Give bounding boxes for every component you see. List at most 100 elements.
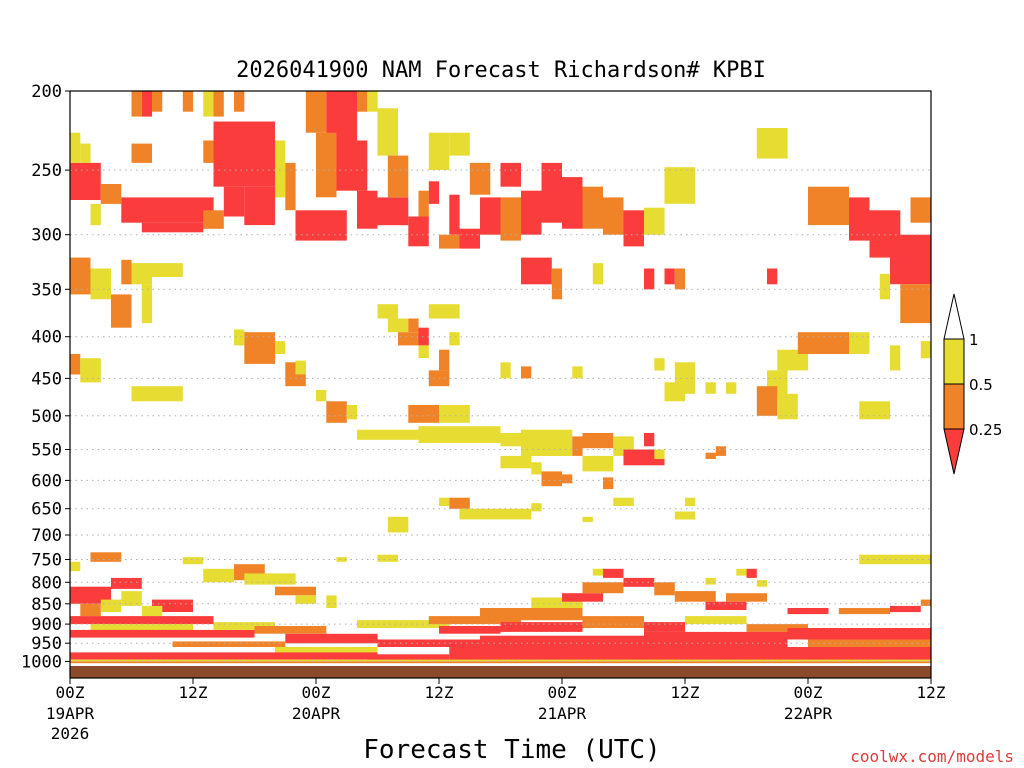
ri-cell-yellow	[777, 393, 798, 420]
ri-cell-orange	[746, 624, 808, 632]
ri-cell-yellow	[705, 577, 716, 585]
ri-cell-orange	[326, 401, 347, 423]
x-axis-label: Forecast Time (UTC)	[363, 735, 660, 765]
ri-cell-yellow	[182, 557, 204, 565]
ri-cell-orange	[582, 433, 614, 449]
ri-cell-yellow	[439, 405, 470, 423]
ri-cell-yellow	[336, 557, 347, 562]
x-tick-label-0: 00Z	[56, 683, 85, 702]
y-tick-label-450: 450	[31, 369, 62, 389]
ri-cell-yellow	[357, 620, 450, 628]
ri-cell-orange	[715, 446, 727, 456]
ri-cell-yellow	[726, 382, 737, 394]
ri-cell-orange	[70, 257, 91, 295]
ri-cell-red	[449, 194, 460, 235]
ri-cell-orange	[500, 197, 521, 241]
colorbar-label-0: 1	[969, 331, 979, 349]
ri-cell-yellow	[531, 597, 583, 608]
ri-cell-orange	[131, 143, 152, 163]
x-tick-label-7: 12Z	[917, 683, 946, 702]
y-tick-label-600: 600	[31, 471, 62, 491]
ri-cell-yellow	[90, 624, 193, 630]
ri-cell-orange	[275, 586, 316, 596]
ri-cell-yellow	[203, 568, 235, 583]
colorbar-bin-orange	[943, 383, 965, 430]
ri-cell-yellow	[131, 263, 152, 285]
ri-cell-red	[367, 654, 450, 661]
ri-cell-orange	[182, 91, 194, 112]
y-axis: 200 250 300 350 400 450 500 550 600 650 700 7508008…	[21, 82, 70, 672]
y-tick-label-900: 900	[31, 615, 62, 635]
ri-cell-yellow	[275, 341, 286, 354]
ri-cell-orange	[131, 91, 142, 117]
ri-cell-red	[336, 140, 368, 191]
ri-cell-orange	[603, 197, 624, 235]
ri-cell-red	[562, 177, 583, 229]
credit-text: coolwx.com/models	[850, 747, 1014, 766]
ri-cell-yellow	[685, 497, 696, 506]
ri-cell-yellow	[459, 508, 532, 520]
ri-cell-red	[500, 162, 521, 187]
ri-cell-yellow	[346, 405, 358, 420]
ri-cell-orange	[603, 477, 614, 490]
ri-cell-orange	[449, 497, 470, 509]
ri-cell-yellow	[213, 622, 275, 630]
ri-cell-orange	[244, 332, 276, 364]
colorbar-label-1: 0.5	[969, 376, 993, 394]
x-tick-year-0: 2026	[51, 724, 90, 743]
ri-cell-yellow	[295, 360, 306, 375]
ri-cell-orange	[203, 210, 224, 229]
ri-cell-orange	[357, 91, 368, 112]
ri-cell-orange	[254, 626, 327, 634]
ground-strip	[70, 666, 931, 678]
ri-cell-red	[623, 449, 665, 466]
ri-cell-yellow	[685, 616, 747, 625]
y-tick-label-650: 650	[31, 500, 62, 520]
ri-cell-orange	[920, 599, 932, 606]
colorbar-top-arrow	[943, 293, 965, 340]
x-tick-label-3: 12Z	[425, 683, 454, 702]
ri-cell-orange	[70, 661, 931, 664]
ri-cell-red	[121, 197, 214, 223]
ri-cell-yellow	[326, 595, 337, 608]
ri-cell-red	[541, 162, 562, 223]
x-tick-label-5: 12Z	[671, 683, 700, 702]
ri-cell-red	[705, 601, 747, 610]
ri-cell-yellow	[654, 449, 665, 459]
ri-cell-yellow	[890, 345, 901, 371]
ri-cell-orange	[562, 474, 573, 484]
ri-cell-red	[326, 91, 358, 141]
ri-cell-orange	[797, 332, 850, 354]
ri-cell-yellow	[377, 108, 398, 156]
ri-cell-yellow	[439, 497, 450, 506]
data-cells	[70, 91, 932, 664]
ri-cell-orange	[582, 616, 644, 628]
ri-cell-red	[408, 216, 429, 247]
ri-cell-orange	[418, 190, 429, 217]
ri-cell-orange	[121, 259, 132, 285]
ri-cell-orange	[439, 349, 450, 371]
ri-cell-orange	[572, 436, 583, 456]
ri-cell-red	[377, 197, 409, 226]
ri-cell-red	[623, 210, 644, 247]
ri-cell-red	[459, 228, 480, 249]
ri-cell-red	[521, 257, 552, 285]
ri-cell-yellow	[70, 659, 931, 662]
y-tick-label-300: 300	[31, 226, 62, 246]
ri-cell-red	[70, 652, 378, 660]
ri-cell-red	[500, 622, 583, 632]
ri-cell-yellow	[418, 345, 429, 359]
ri-cell-red	[644, 268, 655, 290]
colorbar-label-2: 0.25	[969, 421, 1002, 439]
ri-cell-yellow	[152, 263, 183, 277]
ri-cell-yellow	[777, 349, 809, 371]
ri-cell-red	[70, 586, 111, 604]
ri-cell-yellow	[367, 91, 378, 112]
ri-cell-orange	[439, 234, 460, 249]
ri-cell-yellow	[357, 429, 419, 440]
ri-cell-yellow	[203, 91, 214, 117]
ri-cell-yellow	[377, 554, 398, 562]
ri-cell-yellow	[644, 207, 665, 235]
ri-cell-orange	[705, 452, 716, 459]
ri-cell-orange	[90, 552, 122, 562]
